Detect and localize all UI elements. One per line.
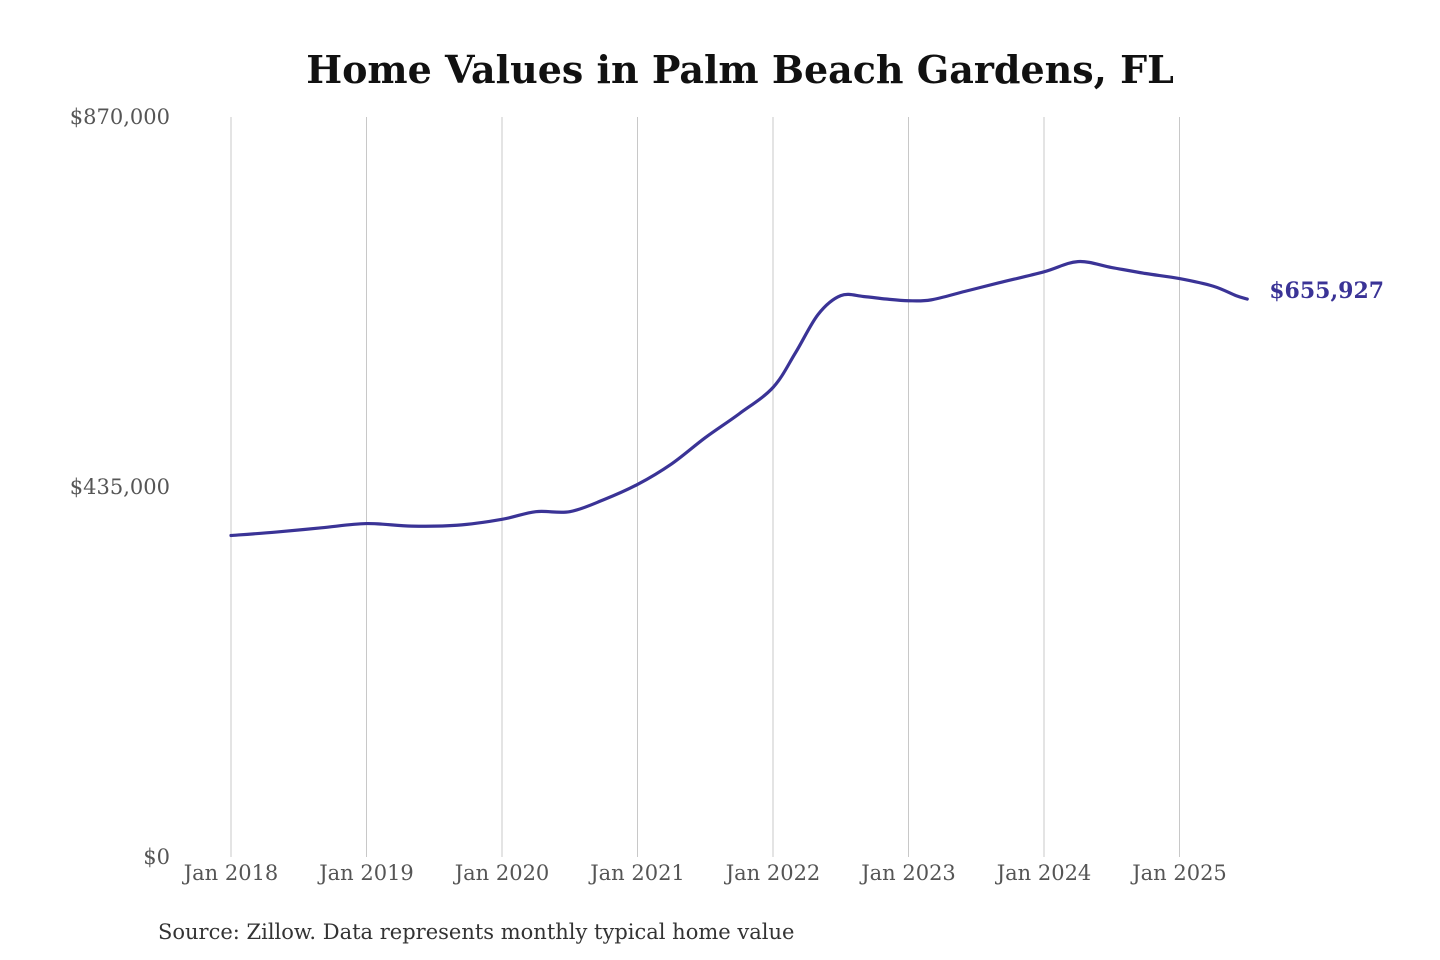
series-layer: $655,927: [229, 259, 1384, 538]
x-tick-label-5: Jan 2023: [859, 861, 956, 885]
x-tick-label-2: Jan 2020: [453, 861, 550, 885]
series-end-label-0: $655,927: [1269, 278, 1384, 304]
y-tick-label-2: $870,000: [70, 105, 170, 129]
gridlines: [230, 117, 1180, 857]
x-axis-ticks: Jan 2018 Jan 2019 Jan 2020 Jan 2021 Jan 2022…: [182, 861, 1227, 885]
x-tick-label-0: Jan 2018: [182, 861, 279, 885]
x-tick-label-7: Jan 2025: [1130, 861, 1227, 885]
series-line-0: [229, 259, 1249, 538]
y-tick-label-0: $0: [143, 845, 170, 869]
source-note: Source: Zillow. Data represents monthly …: [158, 920, 794, 944]
x-tick-label-6: Jan 2024: [995, 861, 1092, 885]
y-tick-label-1: $435,000: [70, 475, 170, 499]
x-tick-label-4: Jan 2022: [724, 861, 821, 885]
x-tick-label-3: Jan 2021: [588, 861, 685, 885]
x-tick-label-1: Jan 2019: [317, 861, 414, 885]
chart-title: Home Values in Palm Beach Gardens, FL: [306, 47, 1174, 92]
y-axis-ticks: $0 $435,000 $870,000: [70, 105, 170, 869]
